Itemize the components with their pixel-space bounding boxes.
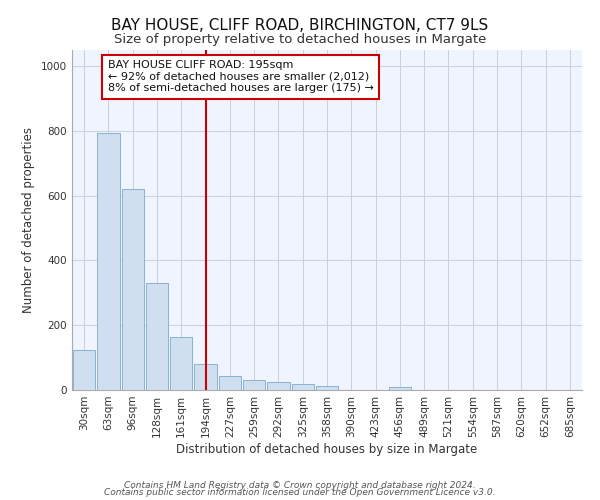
Text: BAY HOUSE CLIFF ROAD: 195sqm
← 92% of detached houses are smaller (2,012)
8% of : BAY HOUSE CLIFF ROAD: 195sqm ← 92% of de… <box>108 60 374 94</box>
Bar <box>97 132 119 390</box>
Y-axis label: Number of detached properties: Number of detached properties <box>22 127 35 313</box>
Bar <box>194 364 217 390</box>
Bar <box>316 386 338 390</box>
Bar <box>122 189 144 390</box>
Bar <box>218 376 241 390</box>
Text: BAY HOUSE, CLIFF ROAD, BIRCHINGTON, CT7 9LS: BAY HOUSE, CLIFF ROAD, BIRCHINGTON, CT7 … <box>112 18 488 32</box>
Bar <box>73 350 95 390</box>
Bar <box>267 382 290 390</box>
Bar <box>243 380 265 390</box>
Bar <box>146 283 168 390</box>
Text: Contains HM Land Registry data © Crown copyright and database right 2024.: Contains HM Land Registry data © Crown c… <box>124 480 476 490</box>
Bar <box>170 336 193 390</box>
X-axis label: Distribution of detached houses by size in Margate: Distribution of detached houses by size … <box>176 442 478 456</box>
Text: Contains public sector information licensed under the Open Government Licence v3: Contains public sector information licen… <box>104 488 496 497</box>
Bar <box>389 387 411 390</box>
Text: Size of property relative to detached houses in Margate: Size of property relative to detached ho… <box>114 32 486 46</box>
Bar <box>292 384 314 390</box>
